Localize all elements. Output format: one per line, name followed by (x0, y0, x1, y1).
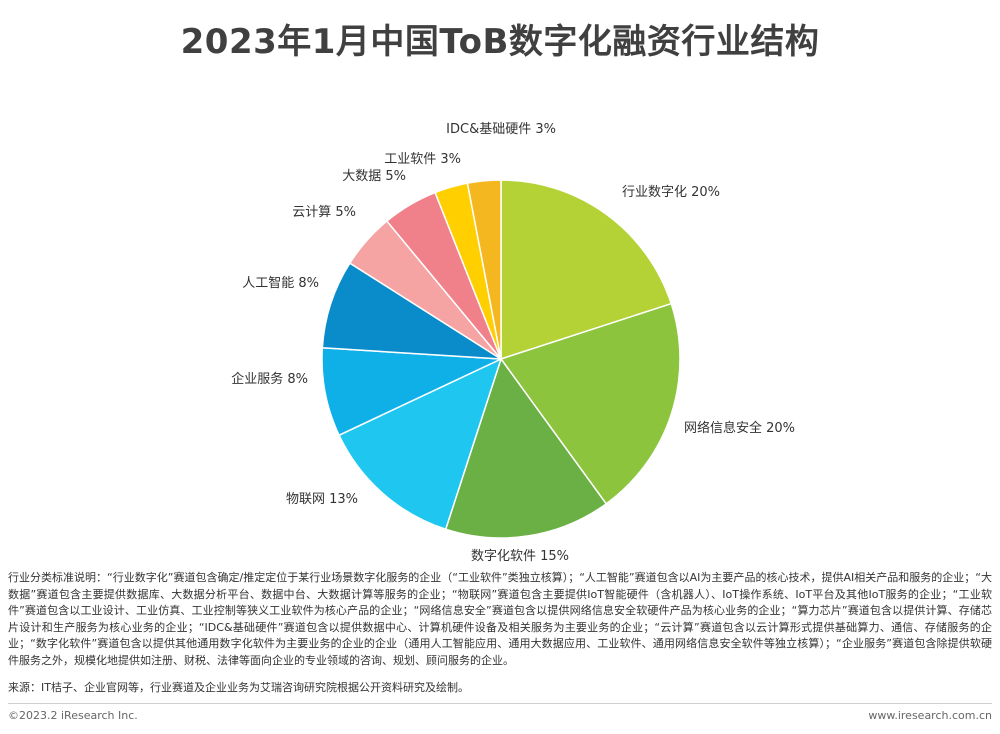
pie-slice-6 (321, 262, 502, 360)
pie-slice-3 (444, 357, 608, 539)
pie-chart: 行业数字化 20% 网络信息安全 20% 数字化软件 15% 物联网 13% 企业服务 … (231, 122, 795, 564)
source-note: 来源：IT桔子、企业官网等，行业赛道及企业业务为艾瑞咨询研究院根据公开资料研究及… (8, 681, 469, 694)
slice-label-6: 人工智能 8% (242, 276, 319, 291)
footer-divider (8, 703, 992, 704)
slice-label-9: 工业软件 3% (384, 152, 461, 167)
pie-slice-1 (500, 179, 673, 361)
slice-label-2: 网络信息安全 20% (684, 420, 795, 436)
pie-slice-4 (338, 357, 503, 531)
footer-copyright: ©2023.2 iResearch Inc. (8, 709, 138, 722)
pie-slice-10 (466, 179, 502, 360)
pie-labels: 行业数字化 20% 网络信息安全 20% 数字化软件 15% 物联网 13% 企业服务 … (231, 122, 795, 564)
slice-label-7: 云计算 5% (292, 205, 356, 220)
slice-label-5: 企业服务 8% (231, 371, 308, 387)
slice-label-8: 大数据 5% (342, 169, 406, 184)
classification-note: 行业分类标准说明：“行业数字化”赛道包含确定/推定定位于某行业场景数字化服务的企… (8, 571, 992, 667)
pie-slice-2 (499, 302, 681, 505)
footer-website: www.iresearch.com.cn (868, 709, 992, 722)
pie-slices (321, 179, 681, 539)
slice-label-4: 物联网 13% (286, 492, 358, 507)
slice-label-10: IDC&基础硬件 3% (446, 122, 556, 137)
slice-label-3: 数字化软件 15% (471, 549, 569, 564)
slice-label-1: 行业数字化 20% (622, 185, 720, 200)
page-title: 2023年1月中国ToB数字化融资行业结构 (180, 22, 820, 62)
pie-slice-5 (321, 346, 502, 437)
